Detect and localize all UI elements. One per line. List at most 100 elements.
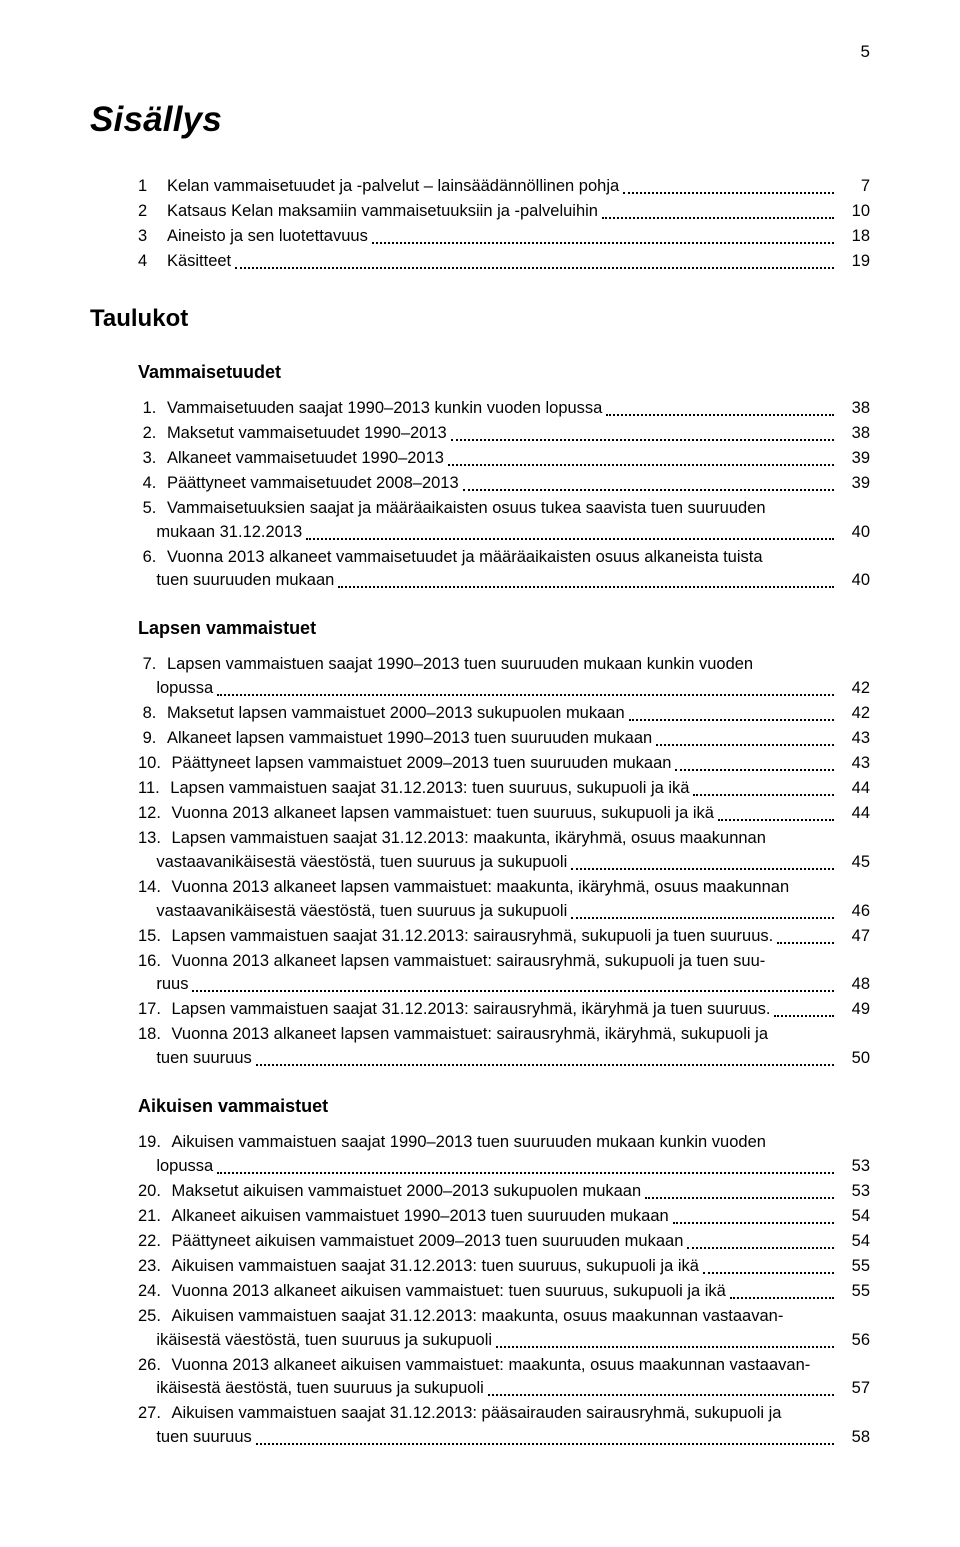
toc-entry: lopussa 42 [138, 677, 870, 701]
indent-pad [138, 569, 156, 593]
toc-page: 42 [838, 677, 870, 701]
toc-index: 4. [138, 472, 167, 496]
toc-page: 44 [838, 802, 870, 826]
toc-page: 19 [838, 250, 870, 274]
toc-label: Päättyneet lapsen vammaistuet 2009–2013 … [172, 752, 672, 776]
toc-index: 4 [138, 250, 167, 274]
dot-leader [703, 1272, 834, 1274]
toc-index: 23. [138, 1255, 172, 1279]
toc-label: vastaavanikäisestä väestöstä, tuen suuru… [156, 851, 567, 875]
toc-entry: tuen suuruus50 [138, 1047, 870, 1071]
subsection-title: Aikuisen vammaistuet [138, 1093, 870, 1119]
toc-entry: ikäisestä äestöstä, tuen suuruus ja suku… [138, 1377, 870, 1401]
indent-pad [138, 1047, 156, 1071]
dot-leader [235, 267, 834, 269]
toc-index: 3. [138, 447, 167, 471]
toc-entry: 4 Käsitteet19 [138, 250, 870, 274]
toc-page: 50 [838, 1047, 870, 1071]
toc-page: 43 [838, 752, 870, 776]
toc-page: 7 [838, 175, 870, 199]
toc-entry-line: 27. Aikuisen vammaistuen saajat 31.12.20… [138, 1402, 870, 1426]
toc-label: Aikuisen vammaistuen saajat 31.12.2013: … [172, 1402, 870, 1426]
toc-index: 5. [138, 497, 167, 521]
toc-entry: 22. Päättyneet aikuisen vammaistuet 2009… [138, 1230, 870, 1254]
toc-label: Päättyneet aikuisen vammaistuet 2009–201… [172, 1230, 684, 1254]
dot-leader [256, 1064, 834, 1066]
toc-page: 56 [838, 1329, 870, 1353]
toc-label: tuen suuruus [156, 1426, 251, 1450]
toc-index: 20. [138, 1180, 172, 1204]
toc-entry: 17. Lapsen vammaistuen saajat 31.12.2013… [138, 998, 870, 1022]
toc-page: 38 [838, 422, 870, 446]
toc-entry: ikäisestä väestöstä, tuen suuruus ja suk… [138, 1329, 870, 1353]
dot-leader [451, 439, 834, 441]
dot-leader [306, 538, 834, 540]
toc-entry: 3 Aineisto ja sen luotettavuus18 [138, 225, 870, 249]
toc-label: Vuonna 2013 alkaneet aikuisen vammaistue… [172, 1280, 726, 1304]
toc-label: Vammaisetuuden saajat 1990–2013 kunkin v… [167, 397, 602, 421]
toc-page: 49 [838, 998, 870, 1022]
toc-entry: 2 Katsaus Kelan maksamiin vammaisetuuksi… [138, 200, 870, 224]
indent-pad [138, 1329, 156, 1353]
toc-page: 43 [838, 727, 870, 751]
toc-label: Vuonna 2013 alkaneet lapsen vammaistuet:… [172, 802, 714, 826]
toc-entry: 4. Päättyneet vammaisetuudet 2008–201339 [138, 472, 870, 496]
toc-entry: 20. Maksetut aikuisen vammaistuet 2000–2… [138, 1180, 870, 1204]
toc-index: 11. [138, 777, 170, 801]
toc-label: Aineisto ja sen luotettavuus [167, 225, 368, 249]
toc-label: Lapsen vammaistuen saajat 1990–2013 tuen… [167, 653, 870, 677]
toc-label: vastaavanikäisestä väestöstä, tuen suuru… [156, 900, 567, 924]
toc-entry: mukaan 31.12.2013 40 [138, 521, 870, 545]
toc-index: 19. [138, 1131, 172, 1155]
dot-leader [256, 1443, 834, 1445]
toc-entry: tuen suuruus58 [138, 1426, 870, 1450]
dot-leader [673, 1222, 834, 1224]
toc-label: Vuonna 2013 alkaneet aikuisen vammaistue… [172, 1354, 870, 1378]
indent-pad [138, 900, 156, 924]
toc-page: 47 [838, 925, 870, 949]
dot-leader [372, 242, 834, 244]
toc-index: 25. [138, 1305, 172, 1329]
toc-list-sec1: 1. Vammaisetuuden saajat 1990–2013 kunki… [90, 397, 870, 593]
toc-label: Aikuisen vammaistuen saajat 31.12.2013: … [172, 1305, 870, 1329]
dot-leader [774, 1015, 834, 1017]
toc-entry-line: 26. Vuonna 2013 alkaneet aikuisen vammai… [138, 1354, 870, 1378]
dot-leader [571, 917, 834, 919]
toc-index: 27. [138, 1402, 172, 1426]
toc-entry-line: 5. Vammaisetuuksien saajat ja määräaikai… [138, 497, 870, 521]
dot-leader [730, 1297, 834, 1299]
toc-label: Alkaneet vammaisetuudet 1990–2013 [167, 447, 444, 471]
toc-index: 15. [138, 925, 172, 949]
toc-page: 53 [838, 1180, 870, 1204]
toc-index: 21. [138, 1205, 172, 1229]
toc-page: 42 [838, 702, 870, 726]
toc-entry: 10. Päättyneet lapsen vammaistuet 2009–2… [138, 752, 870, 776]
toc-page: 40 [838, 521, 870, 545]
dot-leader [645, 1197, 834, 1199]
toc-label: Lapsen vammaistuen saajat 31.12.2013: ma… [172, 827, 870, 851]
dot-leader [463, 489, 834, 491]
indent-pad [138, 1155, 156, 1179]
toc-entry: 8. Maksetut lapsen vammaistuet 2000–2013… [138, 702, 870, 726]
toc-index: 13. [138, 827, 172, 851]
toc-label: mukaan 31.12.2013 [156, 521, 302, 545]
toc-label: lopussa [156, 677, 213, 701]
toc-index: 12. [138, 802, 172, 826]
indent-pad [138, 851, 156, 875]
dot-leader [718, 819, 834, 821]
subsection-title: Lapsen vammaistuet [138, 615, 870, 641]
indent-pad [138, 1426, 156, 1450]
toc-label: ikäisestä äestöstä, tuen suuruus ja suku… [156, 1377, 483, 1401]
toc-list-sec2: 7. Lapsen vammaistuen saajat 1990–2013 t… [90, 653, 870, 1071]
toc-entry-line: 14. Vuonna 2013 alkaneet lapsen vammaist… [138, 876, 870, 900]
dot-leader [448, 464, 834, 466]
toc-label: Kelan vammaisetuudet ja -palvelut – lain… [167, 175, 619, 199]
toc-label: Lapsen vammaistuen saajat 31.12.2013: tu… [170, 777, 689, 801]
toc-index: 17. [138, 998, 172, 1022]
dot-leader [338, 586, 834, 588]
page-title: Sisällys [90, 95, 870, 146]
toc-label: Katsaus Kelan maksamiin vammaisetuuksiin… [167, 200, 598, 224]
toc-index: 16. [138, 950, 172, 974]
toc-page: 55 [838, 1255, 870, 1279]
dot-leader [606, 414, 834, 416]
